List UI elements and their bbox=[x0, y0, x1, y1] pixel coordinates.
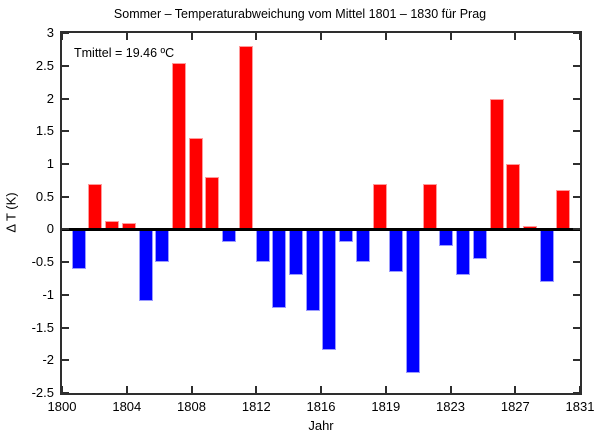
y-tick-right bbox=[573, 64, 580, 67]
x-tick-top bbox=[190, 33, 193, 40]
y-tick-left bbox=[62, 130, 69, 133]
y-tick-right bbox=[573, 162, 580, 165]
mean-temperature-annotation: Tmittel = 19.46 ºC bbox=[74, 46, 175, 60]
y-tick-label: 2.5 bbox=[35, 57, 54, 73]
bar-1818 bbox=[355, 229, 370, 263]
bar-1814 bbox=[288, 229, 303, 276]
bar-1822 bbox=[422, 183, 437, 230]
x-tick-label: 1827 bbox=[500, 399, 530, 414]
y-tick-left bbox=[62, 162, 69, 165]
bar-1827 bbox=[506, 163, 521, 230]
x-tick-bottom bbox=[255, 386, 258, 393]
bar-1808 bbox=[188, 137, 203, 230]
y-tick-right bbox=[573, 392, 580, 394]
bar-1817 bbox=[339, 229, 354, 243]
y-tick-right bbox=[573, 359, 580, 362]
y-tick-left bbox=[62, 326, 69, 329]
bar-1813 bbox=[272, 229, 287, 308]
y-tick-right bbox=[573, 293, 580, 296]
x-tick-label: 1812 bbox=[241, 399, 271, 414]
x-tick-top bbox=[61, 33, 63, 40]
x-tick-top bbox=[579, 33, 581, 40]
chart-title: Sommer – Temperaturabweichung vom Mittel… bbox=[113, 7, 487, 21]
x-tick-top bbox=[514, 33, 517, 40]
x-tick-bottom bbox=[579, 386, 581, 393]
y-tick-right bbox=[573, 130, 580, 133]
y-tick-label: -0.5 bbox=[31, 254, 54, 270]
bar-1820 bbox=[389, 229, 404, 272]
y-tick-label: 1 bbox=[46, 155, 54, 171]
bar-1812 bbox=[255, 229, 270, 263]
bar-1811 bbox=[238, 46, 253, 230]
plot-area bbox=[61, 32, 581, 394]
y-tick-left bbox=[62, 293, 69, 296]
x-tick-bottom bbox=[514, 386, 517, 393]
x-tick-label: 1819 bbox=[371, 399, 401, 414]
bar-1815 bbox=[305, 229, 320, 312]
x-tick-top bbox=[255, 33, 258, 40]
x-tick-bottom bbox=[190, 386, 193, 393]
x-tick-top bbox=[320, 33, 322, 40]
y-tick-left bbox=[62, 228, 69, 231]
x-tick-top bbox=[384, 33, 387, 40]
bar-1810 bbox=[222, 229, 237, 243]
x-tick-bottom bbox=[320, 386, 322, 393]
x-tick-label: 1823 bbox=[436, 399, 465, 414]
y-tick-label: 3 bbox=[46, 25, 54, 40]
bar-1807 bbox=[172, 62, 186, 230]
y-tick-left bbox=[62, 261, 69, 264]
x-tick-label: 1804 bbox=[112, 399, 142, 414]
y-tick-label: 0 bbox=[46, 221, 54, 237]
x-tick-label: 1831 bbox=[565, 399, 595, 414]
bar-1806 bbox=[155, 229, 170, 263]
y-tick-label: -2 bbox=[42, 352, 54, 368]
y-tick-label: -2.5 bbox=[31, 385, 54, 400]
bar-1809 bbox=[205, 177, 220, 230]
bar-1825 bbox=[472, 229, 487, 259]
y-tick-right bbox=[573, 228, 580, 231]
y-tick-right bbox=[573, 261, 580, 264]
y-tick-right bbox=[573, 195, 580, 198]
x-tick-label: 1808 bbox=[177, 399, 206, 414]
bar-1802 bbox=[88, 183, 103, 230]
x-tick-bottom bbox=[449, 386, 452, 393]
bar-1801 bbox=[71, 229, 86, 269]
y-tick-left bbox=[62, 195, 69, 198]
x-tick-top bbox=[125, 33, 128, 40]
y-tick-left bbox=[62, 32, 69, 34]
x-tick-label: 1800 bbox=[47, 399, 77, 414]
x-tick-bottom bbox=[61, 386, 63, 393]
bar-1830 bbox=[556, 190, 571, 230]
y-tick-left bbox=[62, 97, 69, 100]
bar-1816 bbox=[322, 229, 337, 351]
y-tick-right bbox=[573, 32, 580, 34]
bar-1829 bbox=[539, 229, 554, 282]
y-tick-right bbox=[573, 326, 580, 329]
y-tick-left bbox=[62, 392, 69, 394]
bar-1826 bbox=[489, 98, 504, 230]
y-tick-label: 2 bbox=[46, 90, 54, 106]
x-tick-label: 1816 bbox=[306, 399, 336, 414]
bar-1805 bbox=[138, 229, 153, 302]
x-tick-top bbox=[449, 33, 452, 40]
x-axis-label: Jahr bbox=[308, 418, 334, 433]
plot-frame bbox=[60, 31, 582, 395]
y-tick-label: 1.5 bbox=[35, 123, 54, 139]
bar-1819 bbox=[372, 183, 387, 230]
y-tick-label: -1 bbox=[42, 286, 54, 302]
y-tick-left bbox=[62, 64, 69, 67]
bar-1824 bbox=[456, 229, 470, 276]
bar-1821 bbox=[405, 229, 420, 374]
zero-baseline bbox=[62, 227, 580, 231]
y-tick-label: -1.5 bbox=[31, 319, 54, 335]
x-tick-bottom bbox=[125, 386, 128, 393]
x-tick-bottom bbox=[384, 386, 387, 393]
y-tick-right bbox=[573, 97, 580, 100]
bar-1823 bbox=[439, 229, 454, 246]
y-tick-label: 0.5 bbox=[35, 188, 54, 204]
y-tick-left bbox=[62, 359, 69, 362]
